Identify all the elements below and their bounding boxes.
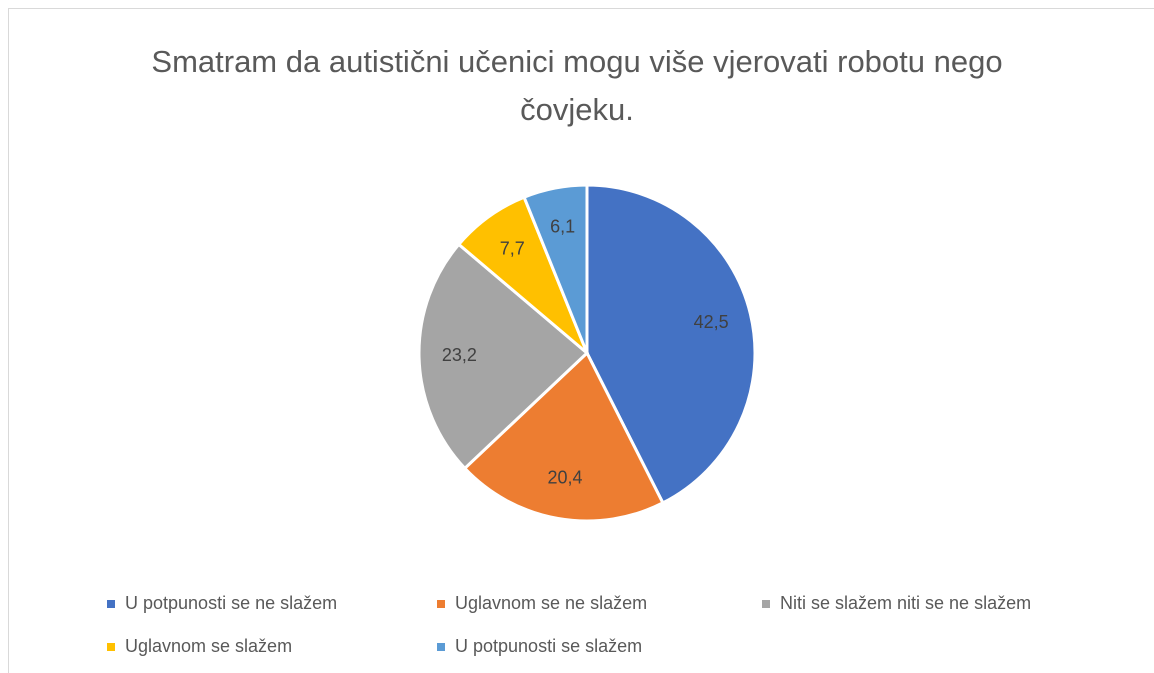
legend-label: U potpunosti se ne slažem — [125, 593, 337, 613]
legend-marker — [437, 643, 445, 651]
legend-label: Uglavnom se ne slažem — [455, 593, 647, 613]
legend-label: Niti se slažem niti se ne slažem — [780, 593, 1031, 613]
data-label: 20,4 — [548, 468, 583, 488]
data-label: 42,5 — [694, 312, 729, 332]
data-label: 6,1 — [550, 216, 575, 236]
legend-marker — [762, 600, 770, 608]
pie-slice — [585, 183, 757, 505]
pie-slice — [462, 350, 665, 523]
legend-marker — [437, 600, 445, 608]
legend-label: U potpunosti se slažem — [455, 636, 642, 656]
chart-title: Smatram da autistični učenici mogu više … — [151, 44, 1003, 127]
legend-marker — [107, 600, 115, 608]
data-label: 7,7 — [500, 238, 525, 258]
chart-border — [8, 8, 1154, 673]
legend-marker — [107, 643, 115, 651]
legend-label: Uglavnom se slažem — [125, 636, 292, 656]
data-label: 23,2 — [442, 345, 477, 365]
pie-slice — [417, 242, 590, 471]
pie-slice — [522, 183, 589, 354]
